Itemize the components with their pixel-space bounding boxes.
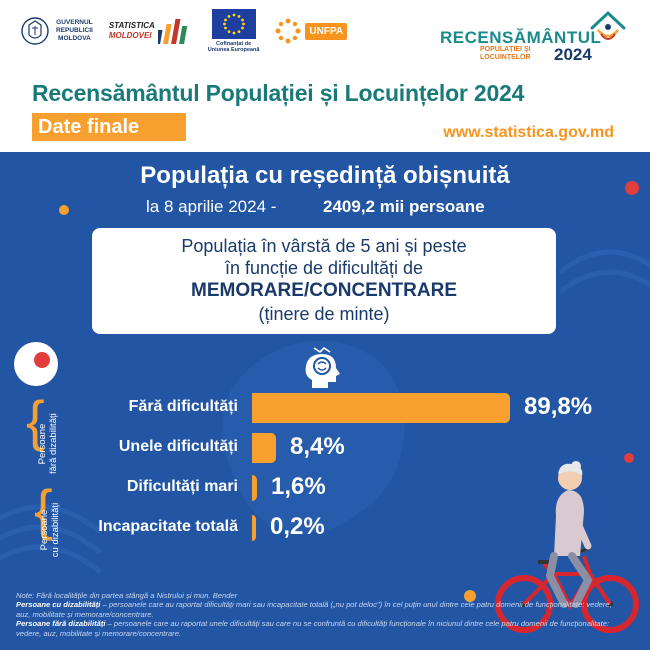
bar-value-label: 8,4% [290, 433, 345, 460]
population-total: 2409,2 mii persoane [323, 197, 485, 216]
header: GUVERNUL REPUBLICII MOLDOVA STATISTICA M… [0, 0, 650, 152]
reference-date: la 8 aprilie 2024 - [146, 197, 277, 216]
stat-logo-line: STATISTICA [108, 21, 155, 30]
unfpa-label: UNFPA [305, 22, 348, 40]
infographic-panel: Populația cu reședință obișnuită la 8 ap… [0, 152, 650, 650]
house-roof-icon [590, 10, 626, 40]
partner-logos: GUVERNUL REPUBLICII MOLDOVA STATISTICA M… [20, 9, 348, 53]
group-label-line: cu dizabilități [50, 502, 61, 558]
bar-value-label: 0,2% [270, 513, 325, 540]
population-title: Populația cu reședință obișnuită [140, 162, 510, 189]
category-label: Dificultăți mari [126, 478, 238, 495]
topic-highlight: MEMORARE/CONCENTRARE [191, 280, 457, 301]
footnotes: Note: Fără localitățile din partea stâng… [16, 591, 626, 638]
bar [252, 515, 256, 541]
eu-caption-line: Uniunea Europeană [207, 47, 260, 53]
topic-box: Populația în vârstă de 5 ani și peste în… [92, 228, 556, 334]
group-label-line: Persoane [39, 509, 50, 551]
category-label: Incapacitate totală [98, 518, 238, 535]
group-disability: Persoane cu dizabilități [39, 500, 61, 560]
census-logo-title: RECENSĂMÂNTUL [440, 28, 602, 47]
unfpa-logo: UNFPA [275, 18, 348, 44]
eu-flag-icon [211, 9, 256, 39]
government-logo: GUVERNUL REPUBLICII MOLDOVA [20, 13, 93, 49]
footnote-definition: – persoanele care au raportat dificultăț… [16, 600, 612, 619]
census-logo-year: 2024 [554, 45, 592, 64]
stat-logo-line: MOLDOVEI [108, 31, 152, 40]
eu-logo: Cofinanțat de Uniunea Europeană [207, 9, 260, 53]
topic-line: Populația în vârstă de 5 ani și peste [181, 236, 467, 256]
statistics-bars-icon [157, 19, 188, 44]
gov-logo-line: REPUBLICII [56, 27, 93, 34]
disability-brace: { [34, 478, 53, 541]
unfpa-people-icon [275, 18, 301, 44]
gov-logo-line: MOLDOVA [58, 35, 91, 42]
coat-of-arms-icon [21, 17, 49, 45]
footnote-term: Persoane cu dizabilități [16, 600, 101, 610]
eu-caption-line: Cofinanțat de [216, 41, 252, 47]
category-label: Unele dificultăți [118, 438, 238, 455]
page-title: Recensământul Populației și Locuințelor … [32, 80, 525, 106]
group-label-line: fără dizabilități [48, 413, 59, 474]
no-disability-brace: { [26, 389, 45, 452]
group-label-line: Persoane [37, 423, 48, 465]
footnote-term: Persoane fără dizabilități [16, 619, 106, 629]
census-logo-subtitle: POPULAȚIEI ȘI [480, 46, 531, 53]
bar-value-label: 1,6% [271, 473, 326, 500]
census-logo-subtitle: LOCUINȚELOR [480, 54, 531, 61]
website-link[interactable]: www.statistica.gov.md [443, 124, 614, 141]
bar [252, 475, 257, 501]
elderly-cyclist-illustration [495, 461, 639, 633]
statistica-logo: STATISTICA MOLDOVEI [109, 16, 192, 46]
group-no-disability: Persoane fără dizabilități [37, 413, 59, 474]
final-data-badge: Date finale [32, 113, 186, 141]
census-2024-logo: RECENSĂMÂNTUL POPULAȚIEI ȘI LOCUINȚELOR … [440, 8, 630, 68]
brain-memory-icon [305, 346, 340, 388]
footnote-definition: – persoanele care au raportat unele difi… [16, 619, 610, 638]
bar [252, 393, 510, 423]
bar-value-label: 89,8% [524, 393, 593, 420]
category-label: Fără dificultăți [128, 398, 238, 415]
topic-line: (ținere de minte) [258, 304, 390, 324]
background-decoration [0, 181, 650, 602]
bar [252, 433, 276, 463]
footnote-line: Note: Fără localitățile din partea stâng… [16, 591, 238, 600]
topic-line: în funcție de dificultăți de [224, 258, 424, 278]
gov-logo-line: GUVERNUL [56, 19, 93, 26]
